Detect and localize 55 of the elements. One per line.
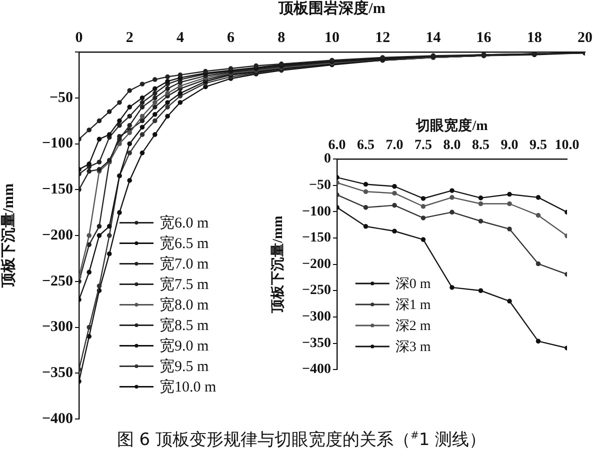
x-tick-label: 20 bbox=[578, 30, 592, 46]
x-tick-label: 14 bbox=[426, 30, 442, 46]
y-tick-label: −400 bbox=[302, 362, 331, 378]
y-tick-label: −350 bbox=[42, 365, 73, 381]
x-tick-label: 18 bbox=[526, 30, 542, 46]
legend-label: 宽6.0 m bbox=[159, 214, 209, 232]
y-tick-label: −350 bbox=[302, 336, 331, 351]
x-tick-label: 8.5 bbox=[472, 138, 490, 154]
y-tick-label: −50 bbox=[49, 90, 73, 106]
y-tick-label: −250 bbox=[302, 283, 331, 298]
y-tick-label: −100 bbox=[302, 204, 331, 220]
legend-label: 宽8.0 m bbox=[159, 296, 209, 314]
legend-label: 宽10.0 m bbox=[159, 378, 216, 396]
x-axis-title: 切眼宽度/m bbox=[415, 117, 488, 134]
y-tick-label: −200 bbox=[42, 227, 73, 244]
y-tick-label: −200 bbox=[302, 256, 331, 272]
x-tick-label: 8 bbox=[278, 30, 286, 46]
x-tick-label: 6 bbox=[227, 30, 236, 46]
y-tick-label: −400 bbox=[42, 410, 73, 427]
legend-label: 深2 m bbox=[395, 318, 431, 334]
y-tick-label: −300 bbox=[42, 319, 73, 336]
y-tick-label: −150 bbox=[302, 230, 331, 246]
legend-label: 宽6.5 m bbox=[159, 235, 209, 252]
x-tick-label: 9.5 bbox=[530, 138, 547, 154]
x-tick-label: 10.0 bbox=[554, 138, 580, 154]
legend-label: 深3 m bbox=[395, 339, 431, 356]
x-tick-label: 6.0 bbox=[328, 138, 346, 154]
legend-label: 深1 m bbox=[395, 297, 431, 314]
x-tick-label: 8.0 bbox=[443, 138, 461, 154]
x-tick-label: 6.5 bbox=[357, 138, 374, 154]
legend-label: 宽8.5 m bbox=[159, 317, 209, 334]
y-tick-label: −300 bbox=[302, 310, 331, 325]
x-tick-label: 4 bbox=[176, 30, 184, 46]
y-axis-title: 顶板下沉量/mm bbox=[270, 215, 286, 314]
x-tick-label: 12 bbox=[375, 30, 390, 46]
x-tick-label: 10 bbox=[324, 30, 340, 46]
x-tick-label: 7.5 bbox=[414, 138, 432, 154]
y-tick-label: −100 bbox=[42, 136, 73, 152]
x-axis-title: 顶板围岩深度/m bbox=[278, 0, 386, 17]
x-tick-label: 2 bbox=[126, 30, 134, 46]
legend-label: 宽9.5 m bbox=[159, 358, 209, 376]
legend-label: 宽7.0 m bbox=[159, 256, 209, 273]
legend-label: 深0 m bbox=[395, 276, 431, 292]
x-tick-label: 9.0 bbox=[500, 138, 518, 154]
x-tick-label: 7.0 bbox=[386, 138, 404, 154]
y-tick-label: −50 bbox=[309, 178, 331, 193]
legend-label: 宽9.0 m bbox=[159, 338, 209, 355]
y-tick-label: −250 bbox=[42, 273, 73, 290]
x-tick-label: 0 bbox=[75, 30, 83, 46]
y-axis-title: 顶板下沉量/mm bbox=[0, 182, 17, 289]
y-tick-label: 0 bbox=[324, 152, 331, 167]
y-tick-label: −150 bbox=[42, 182, 73, 198]
text: 图 6 顶板变形规律与切眼宽度的关系（$^{#}$1 测线） bbox=[116, 429, 488, 451]
legend-label: 宽7.5 m bbox=[159, 276, 209, 294]
x-tick-label: 16 bbox=[476, 30, 492, 46]
